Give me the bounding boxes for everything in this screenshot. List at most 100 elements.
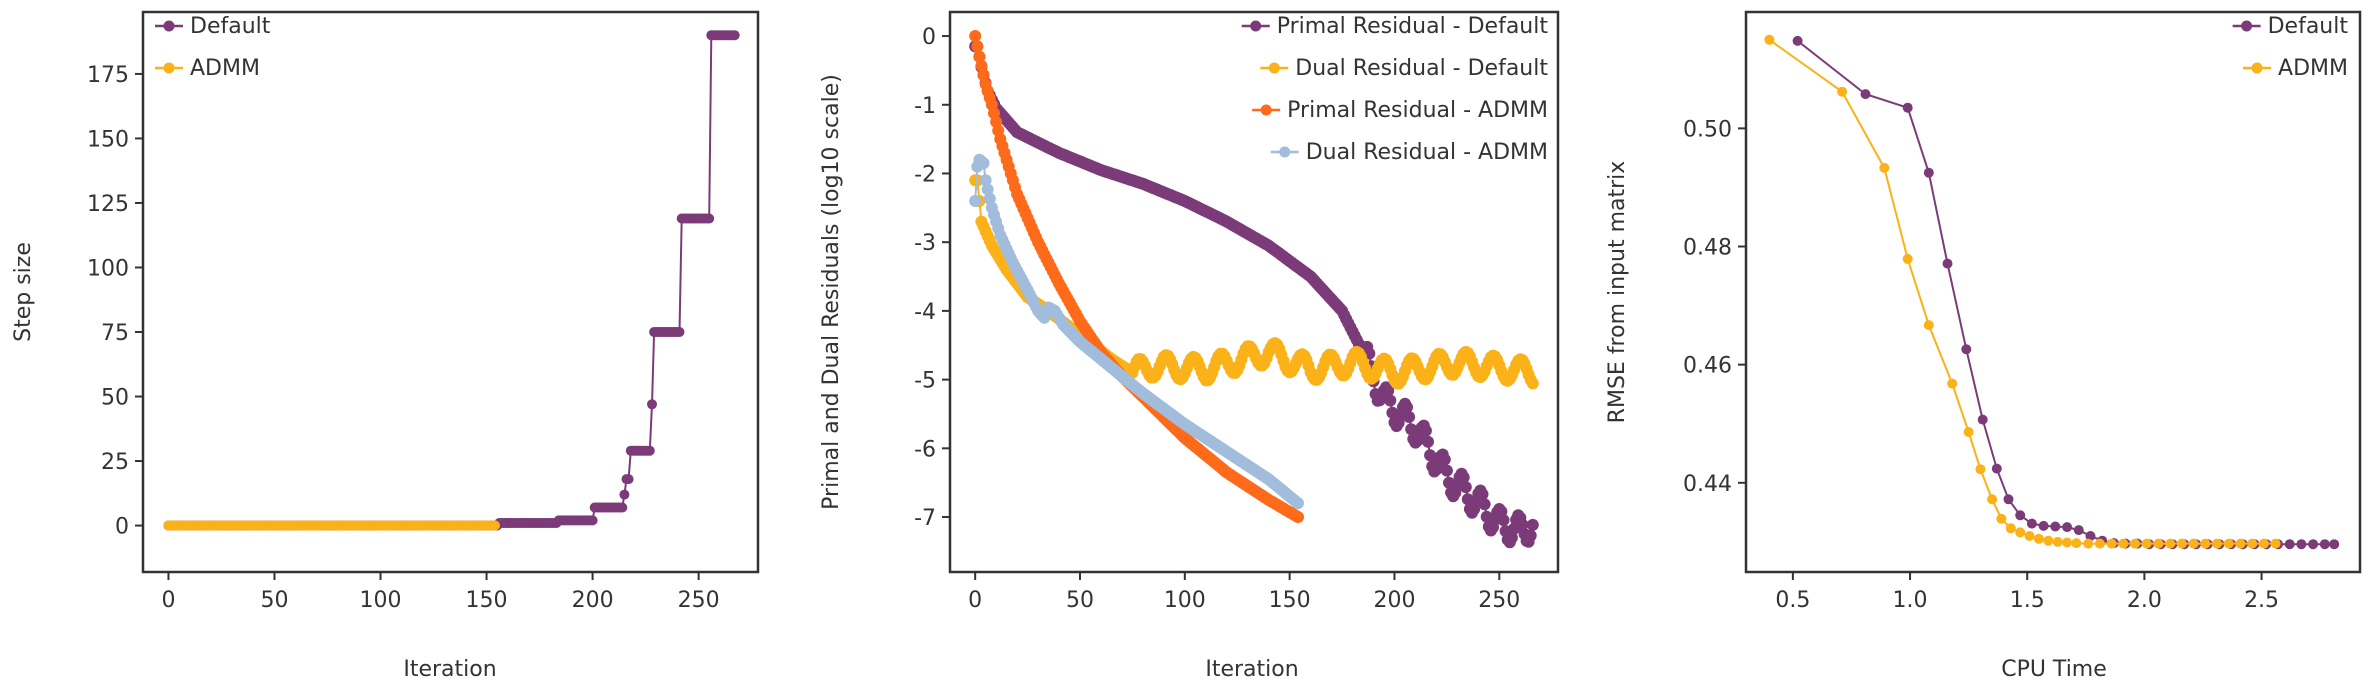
plot-area	[163, 30, 740, 531]
x-tick-label: 2.0	[2127, 588, 2162, 613]
y-tick-label: -7	[914, 506, 936, 531]
data-point	[2062, 522, 2073, 533]
data-point	[2258, 538, 2269, 549]
y-tick-label: 0	[115, 515, 129, 540]
chart-rmse: RMSE from input matrix CPU Time 0.5 1.0 1.…	[1605, 10, 2362, 682]
data-point	[674, 327, 685, 337]
data-point	[2071, 538, 2082, 549]
x-tick-label: 2.5	[2244, 588, 2279, 613]
data-point	[1424, 449, 1437, 462]
legend-item: ADMM	[155, 56, 260, 81]
axes-frame	[141, 10, 760, 574]
data-point	[2308, 539, 2319, 550]
y-tick-label: 0	[922, 25, 936, 50]
data-point	[1478, 498, 1491, 511]
data-point	[2235, 538, 2246, 549]
chart-step-size: Step size Iteration 0 50 100 150 200 250 0 25 50…	[11, 10, 760, 682]
y-tick-label: 125	[87, 192, 129, 217]
data-point	[1792, 35, 1803, 46]
data-point	[2319, 539, 2330, 550]
x-tick-label: 150	[1269, 588, 1311, 613]
series-line	[1768, 38, 2276, 545]
data-point	[2118, 538, 2129, 549]
chart-1-ylabel: Step size	[11, 242, 36, 342]
data-point	[644, 445, 655, 456]
y-tick-label: 0.44	[1683, 472, 1732, 497]
legend-label: Default	[2268, 14, 2349, 39]
data-point	[1384, 394, 1397, 407]
data-point	[619, 489, 630, 500]
axes-frame	[1744, 10, 2362, 574]
data-point	[1292, 511, 1304, 523]
data-point	[2106, 538, 2117, 549]
data-point	[1860, 89, 1871, 100]
data-point	[1991, 463, 2002, 474]
y-tick-label: 175	[87, 63, 129, 88]
data-point	[1505, 531, 1518, 544]
data-point	[1996, 513, 2007, 524]
plot-area	[1764, 34, 2340, 550]
data-point	[2003, 494, 2014, 505]
data-point	[1497, 514, 1510, 527]
data-point	[973, 50, 986, 63]
x-tick-label: 150	[466, 588, 508, 613]
data-point	[2270, 538, 2281, 549]
data-point	[2176, 538, 2187, 549]
data-point	[1987, 494, 1998, 505]
legend-label: Default	[190, 14, 271, 39]
data-point	[2329, 539, 2340, 550]
data-point	[729, 30, 740, 41]
legend-marker	[163, 20, 175, 32]
y-tick-label: -1	[914, 94, 936, 119]
legend: Primal Residual - Default Dual Residual -…	[1241, 14, 1549, 165]
legend-item: Primal Residual - ADMM	[1252, 98, 1548, 123]
data-point	[1947, 378, 1958, 389]
y-tick-label: 100	[87, 256, 129, 281]
y-tick-label: -2	[914, 162, 936, 187]
legend-marker	[163, 62, 175, 74]
data-point	[981, 183, 994, 196]
legend-label: Dual Residual - Default	[1295, 56, 1548, 81]
data-point	[1923, 167, 1934, 178]
data-point	[1837, 86, 1848, 97]
data-point	[1457, 471, 1470, 484]
x-tick-label: 100	[360, 588, 402, 613]
data-point	[969, 195, 982, 207]
data-point	[977, 157, 990, 170]
data-point	[1476, 488, 1489, 501]
legend-item: Default	[2232, 14, 2349, 39]
data-point	[1292, 497, 1304, 510]
data-point	[2005, 523, 2016, 534]
data-point	[1977, 414, 1988, 425]
y-tick-label: -5	[914, 369, 936, 394]
y-tick-label: 0.50	[1683, 117, 1732, 142]
data-point	[2015, 510, 2026, 521]
legend-marker	[1268, 62, 1280, 74]
legend: Default ADMM	[2232, 14, 2349, 81]
plot-area	[969, 30, 1539, 549]
legend-label: ADMM	[190, 56, 260, 81]
legend-marker	[1260, 104, 1272, 116]
data-point	[1516, 518, 1529, 531]
data-point	[2223, 538, 2234, 549]
legend-label: Primal Residual - Default	[1277, 14, 1549, 39]
data-point	[1526, 377, 1539, 390]
legend-item: Default	[155, 14, 271, 39]
data-point	[2033, 533, 2044, 544]
data-point	[2015, 527, 2026, 538]
data-point	[969, 30, 982, 42]
data-point	[490, 520, 500, 531]
data-point	[1923, 320, 1934, 331]
data-point	[977, 69, 990, 81]
data-point	[1902, 253, 1913, 264]
y-tick-label: 150	[87, 127, 129, 152]
y-tick-label: 50	[101, 386, 129, 411]
legend-item: Primal Residual - Default	[1241, 14, 1549, 39]
data-point	[704, 213, 715, 224]
y-tick-label: 0.48	[1683, 236, 1732, 261]
y-tick-label: 75	[101, 321, 129, 346]
data-point	[1961, 344, 1972, 355]
data-point	[1524, 529, 1537, 542]
data-point	[2083, 538, 2094, 549]
